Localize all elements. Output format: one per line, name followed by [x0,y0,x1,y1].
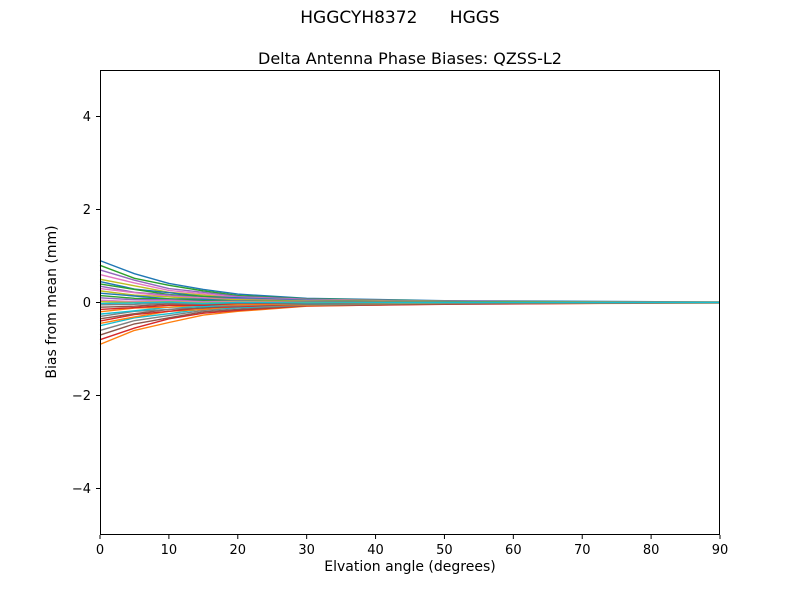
x-tick-label: 40 [367,543,384,558]
x-tick-label: 20 [230,543,247,558]
chart-title: Delta Antenna Phase Biases: QZSS-L2 [258,49,562,68]
x-axis-label: Elvation angle (degrees) [324,559,496,575]
x-tick-label: 10 [161,543,178,558]
y-tick-label: 2 [83,203,91,218]
y-axis-label: Bias from mean (mm) [44,225,60,379]
figure-suptitle: HGGCYH8372 HGGS [300,8,500,28]
y-tick-label: 0 [83,296,91,311]
x-tick-label: 50 [436,543,453,558]
axes-frame [100,70,720,535]
x-tick-label: 80 [643,543,660,558]
x-tick-label: 70 [574,543,591,558]
x-tick-label: 0 [96,543,104,558]
y-tick-label: −4 [72,482,91,497]
x-tick-label: 60 [505,543,522,558]
y-tick-label: −2 [72,389,91,404]
x-tick-label: 30 [298,543,315,558]
x-tick-label: 90 [712,543,729,558]
y-tick-label: 4 [83,110,91,125]
series-line [99,301,720,305]
